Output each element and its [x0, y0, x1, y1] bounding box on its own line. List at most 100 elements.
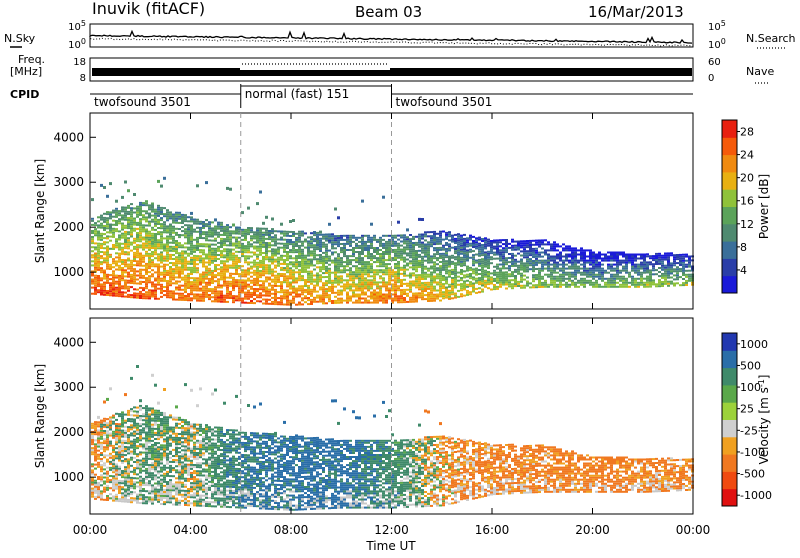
scatter-cell — [484, 266, 487, 268]
scatter-cell — [169, 294, 172, 296]
scatter-cell — [169, 238, 172, 240]
scatter-cell — [424, 298, 427, 300]
scatter-cell — [151, 227, 154, 229]
scatter-cell — [493, 248, 496, 250]
colorbar-tick-label: 28 — [740, 126, 754, 139]
scatter-cell — [103, 290, 106, 292]
scatter-cell — [451, 285, 454, 287]
scatter-cell — [580, 258, 583, 260]
scatter-cell — [106, 241, 109, 243]
scatter-cell — [256, 276, 259, 278]
scatter-cell — [487, 281, 490, 283]
scatter-cell — [115, 269, 118, 271]
scatter-cell — [127, 233, 130, 235]
scatter-cell — [577, 262, 580, 264]
scatter-cell — [157, 231, 160, 233]
scatter-cell — [490, 240, 493, 242]
scatter-cell — [151, 237, 154, 239]
scatter-cell — [157, 278, 160, 280]
scatter-cell — [280, 255, 283, 257]
scatter-cell — [139, 261, 142, 263]
scatter-cell — [394, 277, 397, 279]
scatter-cell — [355, 267, 358, 269]
scatter-cell — [211, 282, 214, 284]
scatter-cell — [136, 256, 139, 258]
scatter-cell — [235, 263, 238, 265]
scatter-cell — [388, 277, 391, 279]
scatter-cell — [466, 286, 469, 288]
scatter-cell — [466, 241, 469, 243]
scatter-cell — [430, 290, 433, 292]
scatter-cell — [235, 227, 238, 229]
scatter-cell — [406, 228, 409, 231]
scatter-cell — [187, 261, 190, 263]
scatter-cell — [382, 296, 385, 298]
scatter-cell — [571, 268, 574, 270]
scatter-cell — [643, 260, 646, 262]
scatter-cell — [496, 282, 499, 284]
colorbar-swatch — [722, 207, 737, 225]
scatter-cell — [376, 294, 379, 296]
scatter-cell — [319, 258, 322, 260]
scatter-cell — [286, 296, 289, 298]
scatter-cell — [589, 256, 592, 258]
scatter-cell — [436, 269, 439, 271]
scatter-cell — [115, 220, 118, 222]
scatter-cell — [394, 249, 397, 251]
scatter-cell — [370, 243, 373, 245]
scatter-cell — [529, 240, 532, 242]
scatter-cell — [553, 256, 556, 258]
scatter-cell — [643, 254, 646, 256]
scatter-cell — [283, 243, 286, 245]
scatter-cell — [379, 277, 382, 279]
scatter-cell — [535, 242, 538, 244]
scatter-cell — [91, 427, 94, 429]
scatter-cell — [166, 256, 169, 258]
scatter-cell — [436, 253, 439, 255]
scatter-cell — [220, 240, 223, 242]
scatter-cell — [322, 244, 325, 246]
scatter-cell — [160, 245, 163, 247]
scatter-cell — [103, 464, 106, 466]
scatter-cell — [331, 286, 334, 288]
scatter-cell — [109, 294, 112, 296]
scatter-cell — [142, 230, 145, 232]
scatter-cell — [130, 282, 133, 284]
scatter-cell — [592, 276, 595, 278]
scatter-cell — [172, 272, 175, 274]
scatter-cell — [553, 284, 556, 286]
scatter-cell — [304, 291, 307, 293]
scatter-cell — [346, 243, 349, 245]
scatter-cell — [451, 239, 454, 241]
scatter-cell — [118, 253, 121, 255]
scatter-cell — [556, 286, 559, 288]
scatter-cell — [139, 230, 142, 232]
scatter-cell — [328, 276, 331, 278]
scatter-cell — [343, 243, 346, 245]
scatter-cell — [97, 267, 100, 269]
scatter-cell — [346, 281, 349, 283]
scatter-cell — [172, 228, 175, 230]
scatter-cell — [439, 277, 442, 279]
scatter-cell — [145, 297, 148, 299]
scatter-cell — [394, 237, 397, 239]
scatter-cell — [277, 249, 280, 251]
scatter-cell — [430, 294, 433, 296]
scatter-cell — [319, 299, 322, 301]
scatter-cell — [349, 285, 352, 287]
scatter-cell — [382, 285, 385, 287]
scatter-cell — [421, 264, 424, 266]
scatter-cell — [412, 254, 415, 256]
scatter-cell — [547, 262, 550, 264]
scatter-cell — [178, 258, 181, 260]
scatter-cell — [214, 254, 217, 256]
scatter-cell — [211, 296, 214, 298]
scatter-cell — [454, 262, 457, 264]
scatter-cell — [298, 249, 301, 251]
scatter-cell — [493, 254, 496, 256]
scatter-cell — [100, 436, 103, 438]
scatter-cell — [208, 233, 211, 235]
scatter-cell — [181, 214, 184, 216]
scatter-cell — [223, 230, 226, 232]
scatter-cell — [526, 285, 529, 287]
